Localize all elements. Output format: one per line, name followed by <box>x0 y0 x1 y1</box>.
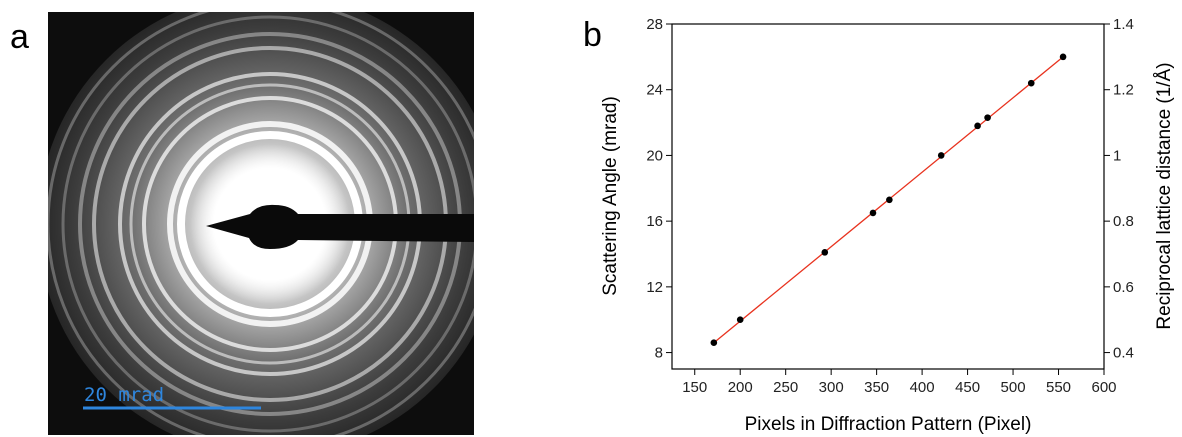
y2-axis-title: Reciprocal lattice distance (1/Å) <box>1154 62 1175 329</box>
x-tick-label: 550 <box>1046 379 1071 396</box>
y2-tick-label: 1.4 <box>1113 16 1134 33</box>
x-axis-title: Pixels in Diffraction Pattern (Pixel) <box>745 414 1032 435</box>
data-point <box>886 196 893 204</box>
y-axis-ticks: 8 12 16 20 24 28 <box>646 16 672 362</box>
y2-axis-ticks: 0.4 0.6 0.8 1 1.2 1.4 <box>1104 16 1134 362</box>
y-tick-label: 24 <box>646 82 663 99</box>
data-point <box>869 209 877 217</box>
data-points <box>710 53 1067 347</box>
x-tick-label: 400 <box>910 379 935 396</box>
y-tick-label: 20 <box>646 147 663 164</box>
y-axis-title: Scattering Angle (mrad) <box>600 96 621 296</box>
x-tick-label: 200 <box>728 379 753 396</box>
x-tick-label: 150 <box>682 379 707 396</box>
y2-tick-label: 0.6 <box>1113 279 1134 296</box>
data-point <box>984 114 991 121</box>
y-tick-label: 8 <box>655 345 663 362</box>
x-tick-label: 450 <box>955 379 980 396</box>
x-tick-label: 300 <box>819 379 844 396</box>
x-axis-ticks: 150 200 250 300 350 400 450 500 550 600 <box>682 369 1117 396</box>
plot-area: 150 200 250 300 350 400 450 500 550 600 8 12 16 20 24… <box>646 16 1134 396</box>
y2-tick-label: 1.2 <box>1113 82 1134 99</box>
scale-bar-label: 20 mrad <box>84 384 164 406</box>
y2-tick-label: 0.4 <box>1113 345 1134 362</box>
data-point <box>736 316 744 324</box>
data-point <box>821 249 829 256</box>
y2-tick-label: 1 <box>1113 147 1121 164</box>
y-tick-label: 16 <box>646 213 663 230</box>
beam-stop <box>206 204 474 249</box>
y2-tick-label: 0.8 <box>1113 213 1134 230</box>
y-tick-label: 12 <box>646 279 663 296</box>
y-tick-label: 28 <box>646 16 663 33</box>
x-tick-label: 600 <box>1091 379 1116 396</box>
plot-frame <box>671 23 1105 370</box>
panel-a-letter: a <box>10 18 29 56</box>
scale-bar: 20 mrad <box>83 384 261 410</box>
x-tick-label: 500 <box>1001 379 1026 396</box>
x-tick-label: 250 <box>773 379 798 396</box>
data-point <box>1027 79 1035 87</box>
panel-b-letter: b <box>583 16 602 54</box>
data-point <box>1059 53 1067 61</box>
data-point <box>974 122 981 130</box>
diffraction-image <box>48 12 474 435</box>
data-point <box>710 339 718 347</box>
x-tick-label: 350 <box>864 379 889 396</box>
data-point <box>937 152 945 159</box>
